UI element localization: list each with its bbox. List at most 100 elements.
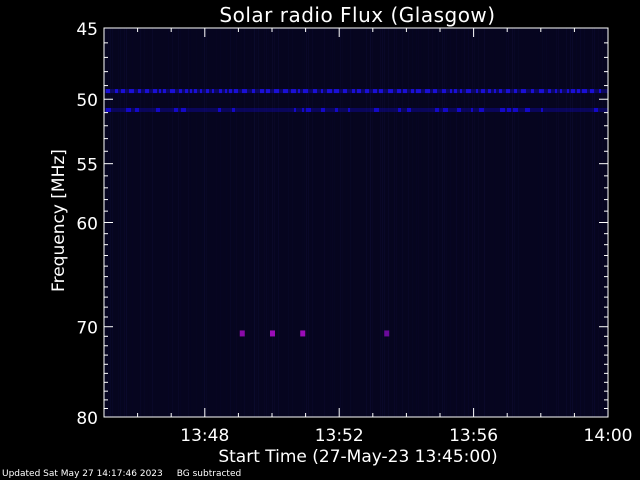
band-segment <box>379 89 383 94</box>
noise-column <box>580 28 581 417</box>
noise-column <box>400 28 401 417</box>
band-segment <box>521 89 526 94</box>
noise-column <box>206 28 207 417</box>
noise-column <box>216 28 217 417</box>
noise-column <box>472 28 473 417</box>
band-segment <box>343 89 347 94</box>
band-segment <box>335 107 338 112</box>
noise-column <box>542 28 543 417</box>
noise-column <box>416 28 417 417</box>
noise-column <box>468 28 469 417</box>
y-axis-label: Frequency [MHz] <box>49 149 69 292</box>
band-segment <box>159 89 161 94</box>
noise-column <box>314 28 315 417</box>
noise-column <box>236 28 237 417</box>
band-segment <box>481 89 485 94</box>
noise-column <box>380 28 381 417</box>
band-segment <box>200 89 202 94</box>
noise-column <box>548 28 549 417</box>
noise-column <box>242 28 243 417</box>
noise-column <box>272 28 273 417</box>
noise-column <box>258 28 259 417</box>
noise-column <box>230 28 231 417</box>
band-segment <box>194 89 197 94</box>
band-segment <box>494 89 496 94</box>
band-segment <box>525 107 530 112</box>
noise-column <box>450 28 451 417</box>
noise-column <box>388 28 389 417</box>
band-segment <box>306 107 311 112</box>
noise-column <box>420 28 421 417</box>
noise-column <box>370 28 371 417</box>
noise-column <box>304 28 305 417</box>
band-segment <box>571 89 575 94</box>
band-segment <box>594 107 598 112</box>
x-tick-label: 13:56 <box>449 426 498 446</box>
band-segment <box>539 89 544 94</box>
interference-band <box>104 107 608 112</box>
band-segment <box>179 89 182 94</box>
band-segment <box>476 89 478 94</box>
noise-column <box>122 28 123 417</box>
noise-column <box>256 28 257 417</box>
x-tick-label: 13:48 <box>180 426 229 446</box>
noise-column <box>366 28 367 417</box>
noise-column <box>190 28 191 417</box>
noise-column <box>514 28 515 417</box>
band-segment <box>507 107 511 112</box>
x-axis-label: Start Time (27-May-23 13:45:00) <box>218 447 497 467</box>
band-segment <box>348 107 350 112</box>
band-segment <box>153 89 157 94</box>
band-segment <box>374 107 379 112</box>
band-segment <box>433 89 437 94</box>
band-segment <box>416 89 421 94</box>
y-tick-label: 55 <box>76 156 98 176</box>
updated-timestamp: Updated Sat May 27 14:17:46 2023 <box>2 469 163 479</box>
heatmap-area <box>104 28 608 417</box>
noise-column <box>204 28 205 417</box>
noise-column <box>124 28 125 417</box>
band-segment <box>129 89 134 94</box>
band-segment <box>407 107 411 112</box>
x-tick-label: 14:00 <box>584 426 633 446</box>
band-segment <box>232 107 235 112</box>
noise-column <box>518 28 519 417</box>
band-segment <box>582 89 587 94</box>
band-segment <box>291 89 296 94</box>
noise-column <box>538 28 539 417</box>
band-segment <box>145 89 149 94</box>
noise-column <box>456 28 457 417</box>
band-segment <box>435 107 439 112</box>
band-segment <box>321 107 325 112</box>
noise-column <box>570 28 571 417</box>
noise-column <box>432 28 433 417</box>
noise-column <box>330 28 331 417</box>
noise-column <box>352 28 353 417</box>
band-segment <box>357 89 361 94</box>
band-base <box>104 89 608 94</box>
noise-column <box>268 28 269 417</box>
band-segment <box>590 89 594 94</box>
noise-column <box>438 28 439 417</box>
band-segment <box>352 89 355 94</box>
noise-column <box>382 28 383 417</box>
x-axis: 13:48 13:52 13:56 14:00 <box>137 28 633 446</box>
band-segment <box>121 89 125 94</box>
band-segment <box>252 89 255 94</box>
band-segment <box>388 89 393 94</box>
noise-column <box>234 28 235 417</box>
band-segment <box>541 107 543 112</box>
band-segment <box>443 107 448 112</box>
noise-column <box>340 28 341 417</box>
noise-column <box>342 28 343 417</box>
noise-column <box>274 28 275 417</box>
noise-column <box>132 28 133 417</box>
noise-column <box>464 28 465 417</box>
band-segment <box>454 89 457 94</box>
noise-column <box>244 28 245 417</box>
noise-column <box>422 28 423 417</box>
noise-column <box>402 28 403 417</box>
noise-column <box>226 28 227 417</box>
noise-column <box>302 28 303 417</box>
